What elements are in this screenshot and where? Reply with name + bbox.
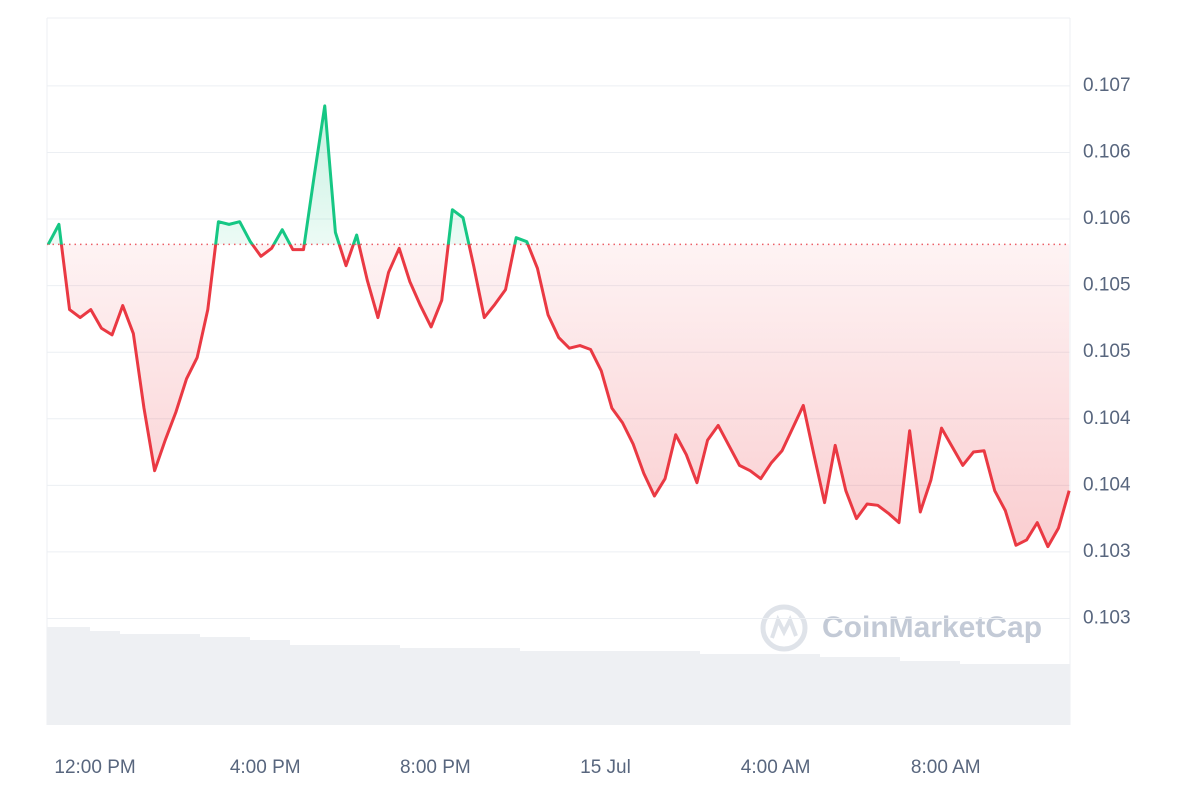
y-tick-label: 0.107	[1083, 75, 1131, 96]
x-tick-label: 15 Jul	[580, 757, 631, 778]
y-tick-label: 0.106	[1083, 208, 1131, 229]
x-tick-label: 4:00 AM	[741, 757, 811, 778]
price-area	[48, 105, 1070, 547]
y-tick-label: 0.105	[1083, 275, 1131, 296]
x-tick-label: 12:00 PM	[54, 757, 135, 778]
x-tick-label: 4:00 PM	[230, 757, 301, 778]
x-tick-label: 8:00 PM	[400, 757, 471, 778]
volume-area	[47, 627, 1070, 725]
price-line	[46, 104, 1071, 549]
y-tick-label: 0.106	[1083, 141, 1131, 162]
y-tick-label: 0.104	[1083, 408, 1131, 429]
watermark: CoinMarketCap	[822, 611, 1042, 644]
x-tick-label: 8:00 AM	[911, 757, 981, 778]
y-tick-label: 0.103	[1083, 541, 1131, 562]
y-tick-label: 0.103	[1083, 607, 1131, 628]
y-tick-label: 0.104	[1083, 474, 1131, 495]
y-tick-label: 0.105	[1083, 341, 1131, 362]
watermark-logo	[760, 604, 808, 652]
